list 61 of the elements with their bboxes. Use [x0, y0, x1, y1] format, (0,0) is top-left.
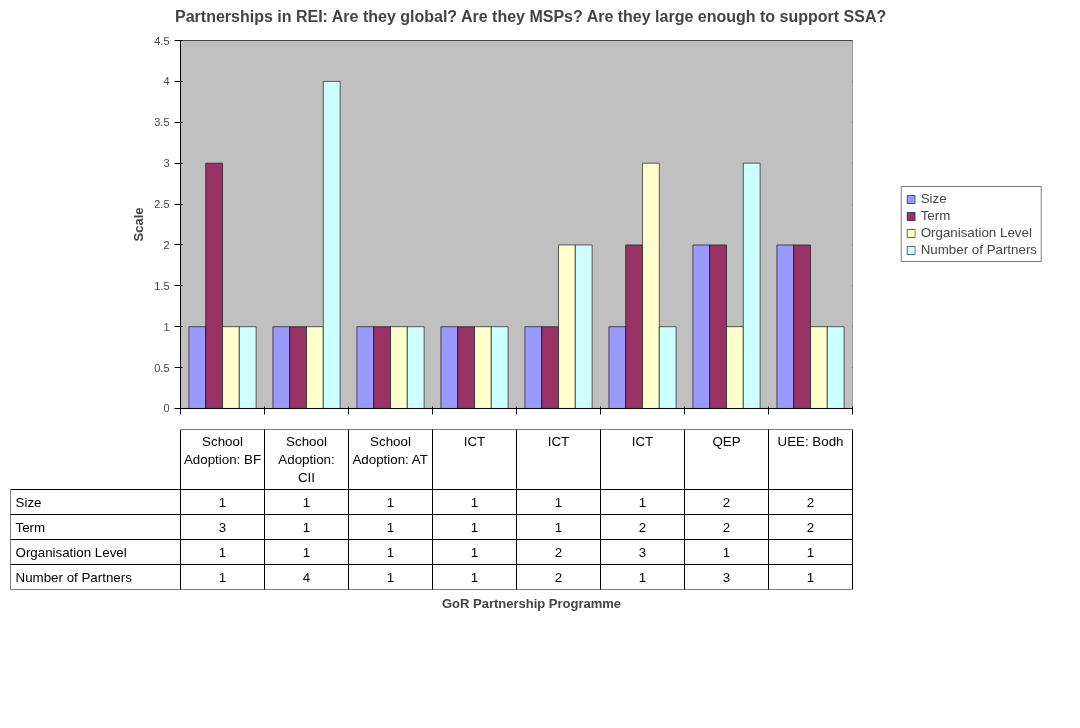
y-tick-label: 2.5 [154, 198, 170, 211]
data-label: 1 [638, 494, 647, 510]
y-tick-label: 0.5 [154, 361, 170, 374]
data-label: 1 [722, 544, 731, 560]
text: GoR Partnership Programme [441, 595, 622, 611]
data-label: 1 [302, 544, 311, 560]
y-tick-label: 1 [163, 320, 170, 333]
x-tick-label: School Adoption: AT [352, 433, 428, 467]
legend-label: Organisation Level [920, 225, 1032, 240]
data-label: 1 [470, 494, 479, 510]
x-tick-label: School Adoption: BF [183, 433, 262, 467]
legend-label: Term [920, 208, 951, 223]
data-label: 2 [722, 494, 731, 510]
data-label: 1 [806, 544, 815, 560]
y-tick-label: 0 [163, 402, 170, 415]
x-tick-label: School Adoption: CII [278, 433, 335, 485]
data-label: 2 [554, 544, 563, 560]
data-label: 1 [218, 569, 227, 585]
data-label: 1 [806, 569, 815, 585]
y-axis-title: Scale [131, 207, 147, 242]
data-label: 2 [806, 494, 815, 510]
data-label: 2 [722, 519, 731, 535]
y-tick-label: 3 [163, 157, 170, 170]
data-label: 2 [806, 519, 815, 535]
text: Term [15, 519, 46, 535]
chart-title: Partnerships in REI: Are they global? Are they MSPs? Are they large enough to support SSA? [175, 7, 887, 25]
y-tick-label: 4.5 [154, 34, 170, 47]
data-label: 1 [470, 569, 479, 585]
data-label: 1 [470, 544, 479, 560]
data-label: 1 [638, 569, 647, 585]
x-tick-label: ICT [547, 433, 570, 449]
text: Size [15, 494, 42, 510]
text: Number of Partners [15, 569, 132, 585]
data-label: 1 [302, 519, 311, 535]
text: Organisation Level [15, 544, 127, 560]
x-tick-label: ICT [631, 433, 654, 449]
data-label: 1 [302, 494, 311, 510]
data-label: 1 [470, 519, 479, 535]
y-tick-label: 4 [163, 75, 170, 88]
data-label: 1 [554, 519, 563, 535]
legend-label: Size [920, 191, 947, 206]
data-label: 1 [386, 569, 395, 585]
data-label: 4 [302, 569, 311, 585]
data-label: 3 [638, 544, 647, 560]
data-label: 1 [554, 494, 563, 510]
y-tick-label: 2 [163, 238, 170, 251]
y-tick-label: 3.5 [154, 116, 170, 129]
data-label: 1 [218, 544, 227, 560]
data-label: 1 [218, 494, 227, 510]
x-tick-label: ICT [463, 433, 486, 449]
data-label: 3 [722, 569, 731, 585]
data-label: 1 [386, 519, 395, 535]
y-tick-label: 1.5 [154, 279, 170, 292]
legend-label: Number of Partners [920, 242, 1037, 257]
data-label: 1 [386, 544, 395, 560]
x-tick-label: QEP [712, 433, 741, 449]
data-label: 1 [386, 494, 395, 510]
x-tick-label: UEE: Bodh [777, 433, 844, 449]
data-label: 2 [638, 519, 647, 535]
data-label: 2 [554, 569, 563, 585]
data-label: 3 [218, 519, 227, 535]
